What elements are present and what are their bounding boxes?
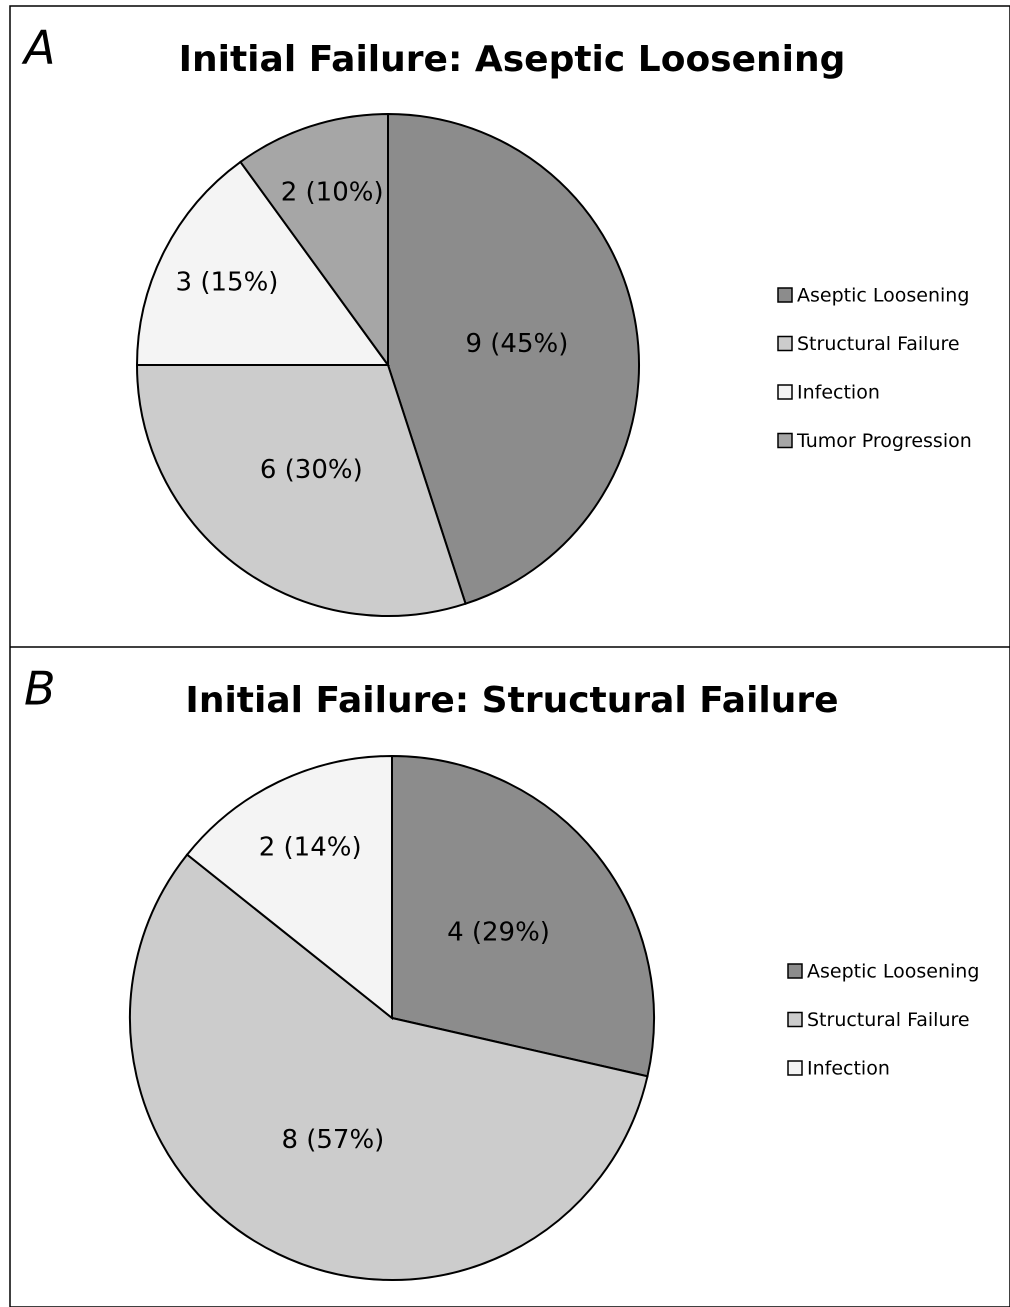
legend-swatch xyxy=(787,1060,803,1076)
legend-swatch xyxy=(777,432,793,449)
legend-swatch xyxy=(787,963,803,979)
pie-slice xyxy=(391,754,655,1078)
pie-slice xyxy=(387,112,640,605)
pie-slice xyxy=(239,112,389,369)
chart-title: Initial Failure: Aseptic Loosening xyxy=(179,39,846,80)
legend-swatch xyxy=(777,287,793,303)
legend-swatch xyxy=(777,335,793,352)
legend-label: Infection xyxy=(797,382,880,404)
slice-label: 3 (15%) xyxy=(176,267,279,297)
panel-label: B xyxy=(24,662,56,716)
legend-label: Structural Failure xyxy=(797,333,960,355)
legend-swatch xyxy=(787,1011,803,1028)
pie-slice xyxy=(135,364,467,617)
pie-slice xyxy=(129,853,649,1281)
panel-label: A xyxy=(21,21,55,75)
legend-label: Aseptic Loosening xyxy=(797,285,969,307)
slice-label: 2 (14%) xyxy=(259,833,362,863)
pie-slice xyxy=(135,160,390,366)
slice-label: 9 (45%) xyxy=(465,329,568,359)
legend-label: Tumor Progression xyxy=(796,430,972,452)
chart-title: Initial Failure: Structural Failure xyxy=(185,680,838,721)
slice-label: 2 (10%) xyxy=(281,178,384,208)
legend-label: Structural Failure xyxy=(807,1009,970,1031)
slice-label: 8 (57%) xyxy=(281,1125,384,1155)
legend-label: Infection xyxy=(807,1058,890,1080)
slice-label: 6 (30%) xyxy=(260,455,363,485)
pie-slice xyxy=(185,754,393,1021)
legend-label: Aseptic Loosening xyxy=(807,961,979,983)
legend-swatch xyxy=(777,384,793,400)
slice-label: 4 (29%) xyxy=(447,918,550,948)
